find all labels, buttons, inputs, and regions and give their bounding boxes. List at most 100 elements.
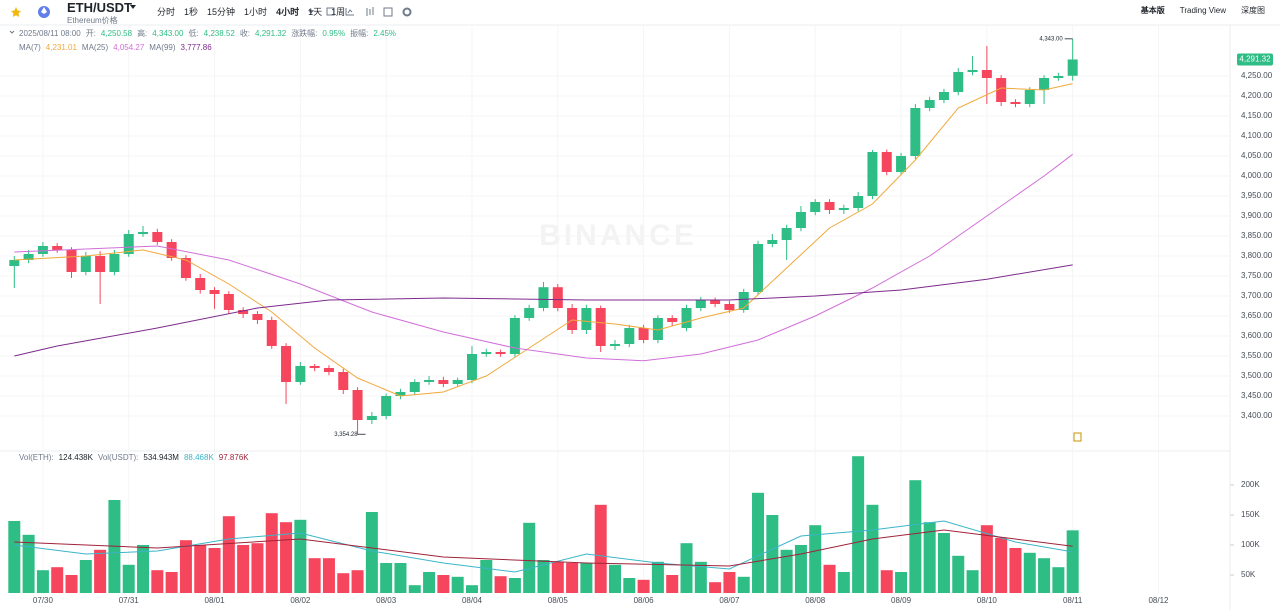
candle-body bbox=[366, 416, 377, 420]
info-value: 4,238.52 bbox=[203, 29, 235, 38]
view-button[interactable]: 基本版 bbox=[1140, 6, 1165, 15]
volume-bar bbox=[752, 492, 765, 593]
interval-button[interactable]: 4小时 bbox=[276, 7, 300, 17]
candle-body bbox=[552, 287, 563, 308]
candle-body bbox=[238, 310, 249, 314]
tool-icon[interactable] bbox=[1073, 432, 1082, 442]
candle-icon[interactable] bbox=[366, 7, 374, 16]
y-tick-label: 3,950.00 bbox=[1241, 191, 1273, 200]
interval-button[interactable]: 1秒 bbox=[184, 7, 199, 17]
candle-body bbox=[910, 108, 921, 156]
last-price-label: 4,291.32 bbox=[1239, 55, 1271, 64]
favorite-star[interactable] bbox=[11, 7, 21, 17]
candle-body bbox=[753, 244, 764, 292]
volume-bar bbox=[480, 560, 493, 593]
volume-bar bbox=[94, 549, 107, 593]
time: 2025/08/11 08:00 bbox=[19, 29, 81, 38]
volume-bar bbox=[995, 537, 1008, 593]
volume-bar bbox=[237, 545, 250, 593]
candle-body bbox=[710, 300, 721, 304]
watermark: BINANCE bbox=[539, 219, 697, 252]
candle-body bbox=[395, 392, 406, 396]
candle-body bbox=[281, 346, 292, 382]
volume-bar bbox=[723, 572, 736, 593]
candle-body bbox=[681, 308, 692, 328]
candle-body bbox=[152, 232, 163, 242]
candle-body bbox=[223, 294, 234, 310]
ma-line bbox=[14, 264, 1073, 357]
candle-body bbox=[1053, 76, 1064, 78]
volume-bar bbox=[465, 585, 478, 593]
vol-tick-label: 50K bbox=[1241, 570, 1256, 579]
volume-bar bbox=[423, 572, 436, 593]
x-tick-label: 07/30 bbox=[33, 596, 54, 605]
interval-button[interactable]: 分时 bbox=[157, 7, 176, 17]
vol-ma-line bbox=[14, 520, 1073, 573]
volume-bar bbox=[194, 545, 207, 593]
symbol-caret[interactable] bbox=[130, 5, 136, 9]
layout-icon[interactable] bbox=[383, 7, 393, 17]
candle-body bbox=[724, 304, 735, 310]
candle-body bbox=[1067, 59, 1078, 76]
interval-button[interactable]: 1周 bbox=[331, 7, 346, 17]
interval-button[interactable]: 1天 bbox=[308, 7, 323, 17]
volume-bar bbox=[508, 578, 521, 593]
volume-bar bbox=[980, 525, 993, 593]
volume-bar bbox=[966, 570, 979, 593]
symbol[interactable]: ETH/USDT bbox=[67, 0, 132, 15]
volume-bar bbox=[952, 555, 965, 593]
candle-body bbox=[37, 246, 48, 254]
volume-bar bbox=[1009, 548, 1022, 593]
settings-icon[interactable] bbox=[402, 7, 412, 17]
candle-body bbox=[781, 228, 792, 240]
volume-bar bbox=[823, 564, 836, 593]
y-tick-label: 3,400.00 bbox=[1241, 411, 1273, 420]
info-value: 0.95% bbox=[322, 29, 346, 38]
candle-body bbox=[695, 300, 706, 308]
volume-bar bbox=[1023, 552, 1036, 593]
volume-bar bbox=[694, 561, 707, 593]
volume-bar bbox=[380, 563, 393, 593]
more-intervals[interactable] bbox=[308, 10, 314, 14]
info-value: 4,291.32 bbox=[255, 29, 287, 38]
vol-tick-label: 100K bbox=[1241, 540, 1260, 549]
volume-bar bbox=[923, 522, 936, 593]
volume-bar bbox=[365, 512, 378, 593]
volume-bar bbox=[151, 570, 164, 593]
interval-button[interactable]: 1小时 bbox=[244, 7, 268, 17]
candle-body bbox=[953, 72, 964, 92]
volume-bar bbox=[780, 549, 793, 593]
candle-body bbox=[66, 250, 77, 272]
volume-bar bbox=[551, 561, 564, 593]
ma-legend-value: 4,231.01 bbox=[45, 43, 77, 52]
view-button[interactable]: 深度图 bbox=[1241, 6, 1265, 15]
candle-body bbox=[123, 234, 134, 254]
volume-bar bbox=[222, 516, 235, 593]
x-tick-label: 08/09 bbox=[891, 596, 912, 605]
x-tick-label: 08/05 bbox=[548, 596, 569, 605]
candle-body bbox=[180, 258, 191, 278]
vol-tick-label: 200K bbox=[1241, 480, 1260, 489]
volume-bar bbox=[809, 525, 822, 593]
draw-icon[interactable] bbox=[345, 8, 354, 16]
x-tick-label: 08/08 bbox=[805, 596, 826, 605]
candle-body bbox=[309, 366, 320, 368]
info-label: 低: bbox=[188, 29, 199, 38]
candle-body bbox=[52, 246, 63, 250]
volume-bar bbox=[137, 545, 150, 593]
candle-body bbox=[438, 380, 449, 384]
collapse-icon[interactable] bbox=[9, 30, 15, 34]
x-tick-label: 08/02 bbox=[290, 596, 311, 605]
info-value: 2.45% bbox=[373, 29, 397, 38]
view-switch: 基本版 Trading View 深度图 bbox=[1131, 5, 1270, 16]
candle-body bbox=[295, 366, 306, 382]
info-value: 4,343.00 bbox=[152, 29, 184, 38]
indicator-icon[interactable] bbox=[326, 7, 335, 16]
interval-button[interactable]: 15分钟 bbox=[207, 7, 236, 17]
volume-bar bbox=[65, 575, 78, 593]
candle-body bbox=[824, 202, 835, 210]
y-tick-label: 4,000.00 bbox=[1241, 171, 1273, 180]
candle-body bbox=[767, 240, 778, 244]
view-button[interactable]: Trading View bbox=[1179, 6, 1226, 15]
